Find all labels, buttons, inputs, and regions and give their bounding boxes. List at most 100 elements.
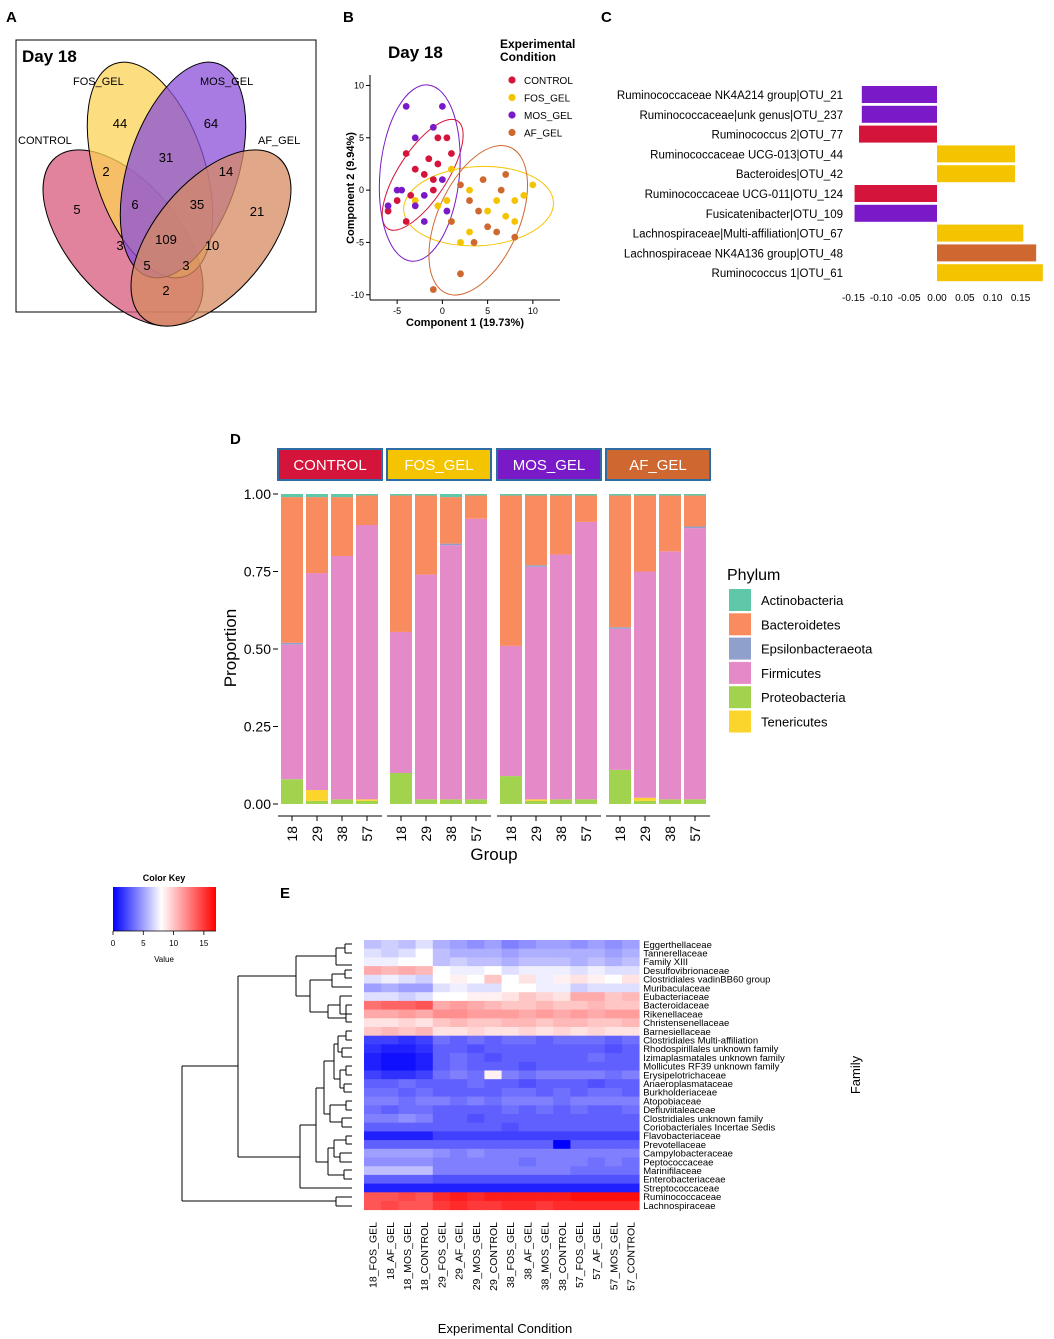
lda-bar-ruminococcaceae-ucg-011-otu-124 [854, 185, 937, 202]
heat-cell-flavobacteriaceae-57-control [622, 1131, 640, 1141]
bar-segment-control-29-firmicutes [306, 573, 328, 791]
pca-y-tick-label: -10 [351, 290, 364, 300]
heat-column-label: 18_FOS_GEL [368, 1222, 380, 1288]
heat-row-label: Burkholderiaceae [643, 1088, 717, 1099]
heat-cell-campylobacteraceae-29-control [484, 1148, 502, 1158]
heat-cell-defluviitaleaceae-29-af-gel [450, 1105, 468, 1115]
heat-cell-anaeroplasmataceae-29-control [484, 1079, 502, 1089]
facet-strip-fos-gel [386, 448, 492, 481]
heat-cell-bacteroidaceae-57-af-gel [587, 1000, 606, 1010]
heat-cell-erysipelotrichaceae-57-fos-gel [570, 1070, 588, 1080]
heat-cell-peptococcaceae-38-mos-gel [536, 1157, 554, 1167]
pca-point-fos-gel [466, 186, 473, 194]
heatmap-cells [364, 940, 640, 1211]
heat-row-label: Rikenellaceae [643, 1009, 703, 1020]
lda-category-label: Ruminococcaceae|unk genus|OTU_237 [639, 110, 843, 122]
heat-cell-marinifilaceae-18-control [415, 1166, 434, 1176]
heat-cell-rikenellaceae-18-mos-gel [398, 1009, 416, 1019]
heat-cell-family-xiii-29-af-gel [450, 957, 468, 967]
heat-cell-mollicutes-rf39-unknown-family-57-fos-gel [570, 1061, 588, 1071]
venn-count-fos-gel: 44 [113, 116, 127, 131]
heat-cell-rikenellaceae-57-fos-gel [570, 1009, 588, 1019]
heat-cell-muribaculaceae-18-fos-gel [364, 983, 382, 993]
heat-cell-clostridiales-unknown-family-57-fos-gel [570, 1114, 588, 1124]
heat-cell-desulfovibrionaceae-29-mos-gel [467, 966, 485, 976]
panel-label-a: A [6, 9, 17, 26]
bar-segment-mos-gel-29-epsilonbacteraeota [525, 565, 547, 567]
heat-cell-rhodospirillales-unknown-family-18-fos-gel [364, 1044, 382, 1054]
heat-cell-marinifilaceae-29-fos-gel [432, 1166, 451, 1176]
bar-segment-fos-gel-38-bacteroidetes [440, 497, 462, 544]
pca-point-mos-gel [443, 207, 451, 215]
heat-cell-eubacteriaceae-38-control [553, 992, 571, 1002]
heat-column-label: 57_AF_GEL [591, 1222, 603, 1280]
pca-y-tick-label: -5 [356, 237, 364, 247]
bar-segment-fos-gel-18-bacteroidetes [390, 495, 412, 632]
heat-cell-muribaculaceae-38-fos-gel [501, 983, 520, 993]
heat-cell-muribaculaceae-38-af-gel [518, 983, 537, 993]
heat-cell-erysipelotrichaceae-18-control [415, 1070, 434, 1080]
heat-cell-erysipelotrichaceae-29-fos-gel [432, 1070, 451, 1080]
heat-cell-atopobiaceae-18-control [415, 1096, 434, 1106]
bar-segment-af-gel-18-proteobacteria [609, 769, 631, 804]
heat-cell-clostridiales-unknown-family-57-af-gel [587, 1114, 606, 1124]
heat-cell-eggerthellaceae-18-mos-gel [398, 940, 416, 950]
lda-category-label: Ruminococcus 1|OTU_61 [712, 268, 843, 280]
lda-category-label: Ruminococcus 2|OTU_77 [712, 130, 843, 142]
heat-cell-defluviitaleaceae-38-mos-gel [536, 1105, 554, 1115]
heat-cell-tannerellaceae-57-mos-gel [604, 948, 623, 958]
heat-cell-anaeroplasmataceae-29-af-gel [450, 1079, 468, 1089]
heat-cell-eubacteriaceae-29-af-gel [450, 992, 468, 1002]
heat-cell-muribaculaceae-29-fos-gel [432, 983, 451, 993]
heat-cell-enterobacteriaceae-18-fos-gel [364, 1174, 382, 1184]
lda-bar-fusicatenibacter-otu-109 [854, 204, 937, 222]
facet-strip-af-gel [605, 448, 711, 481]
phylum-x-tick-label: 18 [284, 826, 300, 842]
heat-cell-peptococcaceae-57-control [622, 1157, 640, 1167]
heat-cell-eubacteriaceae-38-af-gel [518, 992, 537, 1002]
heat-row-label: Mollicutes RF39 unknown family [643, 1062, 779, 1073]
phylum-legend-label-bacteroidetes: Bacteroidetes [761, 617, 841, 632]
heat-cell-rikenellaceae-38-fos-gel [501, 1009, 520, 1019]
pca-y-label: Component 2 (9.94%) [345, 132, 357, 244]
pca-point-fos-gel [484, 207, 492, 215]
heat-cell-streptococcaceae-18-control [415, 1183, 434, 1193]
heat-cell-marinifilaceae-38-mos-gel [536, 1166, 554, 1176]
pca-y-tick-label: 10 [354, 80, 364, 90]
phylum-legend-swatch-actinobacteria [729, 589, 751, 611]
lda-category-label: Lachnospiraceae|Multi-affiliation|OTU_67 [633, 229, 843, 241]
heat-cell-ruminococcaceae-38-af-gel [518, 1192, 537, 1202]
heat-cell-atopobiaceae-29-mos-gel [467, 1096, 485, 1106]
lda-x-tick-label: 0.10 [983, 293, 1003, 304]
pca-x-label: Component 1 (19.73%) [406, 317, 524, 329]
heat-cell-atopobiaceae-29-af-gel [450, 1096, 468, 1106]
heat-cell-burkholderiaceae-29-af-gel [450, 1087, 468, 1097]
pca-point-af-gel [497, 186, 505, 194]
facet-strip-label-fos-gel: FOS_GEL [404, 457, 473, 474]
heat-cell-campylobacteraceae-29-mos-gel [467, 1148, 485, 1158]
heat-cell-clostridiales-unknown-family-57-mos-gel [604, 1114, 623, 1124]
heat-cell-erysipelotrichaceae-18-mos-gel [398, 1070, 416, 1080]
heat-cell-eggerthellaceae-38-mos-gel [536, 940, 554, 950]
heat-cell-campylobacteraceae-18-control [415, 1148, 434, 1158]
pca-point-mos-gel [411, 202, 419, 210]
heat-cell-ruminococcaceae-57-mos-gel [604, 1192, 623, 1202]
heat-cell-defluviitaleaceae-18-af-gel [381, 1105, 399, 1115]
bar-segment-mos-gel-18-actinobacteria [500, 494, 522, 496]
heat-cell-lachnospiraceae-38-af-gel [518, 1201, 537, 1211]
heat-cell-erysipelotrichaceae-57-control [622, 1070, 640, 1080]
heat-cell-peptococcaceae-29-fos-gel [432, 1157, 451, 1167]
heat-cell-muribaculaceae-38-control [553, 983, 571, 993]
heat-cell-rikenellaceae-18-af-gel [381, 1009, 399, 1019]
heat-cell-anaeroplasmataceae-29-mos-gel [467, 1079, 485, 1089]
heat-cell-enterobacteriaceae-18-af-gel [381, 1174, 399, 1184]
facet-strip-mos-gel [496, 448, 602, 481]
heat-column-label: 18_MOS_GEL [402, 1222, 414, 1290]
phylum-y-label: Proportion [221, 609, 240, 687]
heat-cell-rhodospirillales-unknown-family-29-fos-gel [432, 1044, 451, 1054]
heat-cell-family-xiii-18-af-gel [381, 957, 399, 967]
heat-cell-clostridiales-unknown-family-57-control [622, 1114, 640, 1124]
heat-cell-atopobiaceae-29-control [484, 1096, 502, 1106]
heat-cell-barnesiellaceae-18-fos-gel [364, 1027, 382, 1037]
pca-ticks: -5 0 5 10 10 5 0 -5 -10 [351, 80, 538, 316]
